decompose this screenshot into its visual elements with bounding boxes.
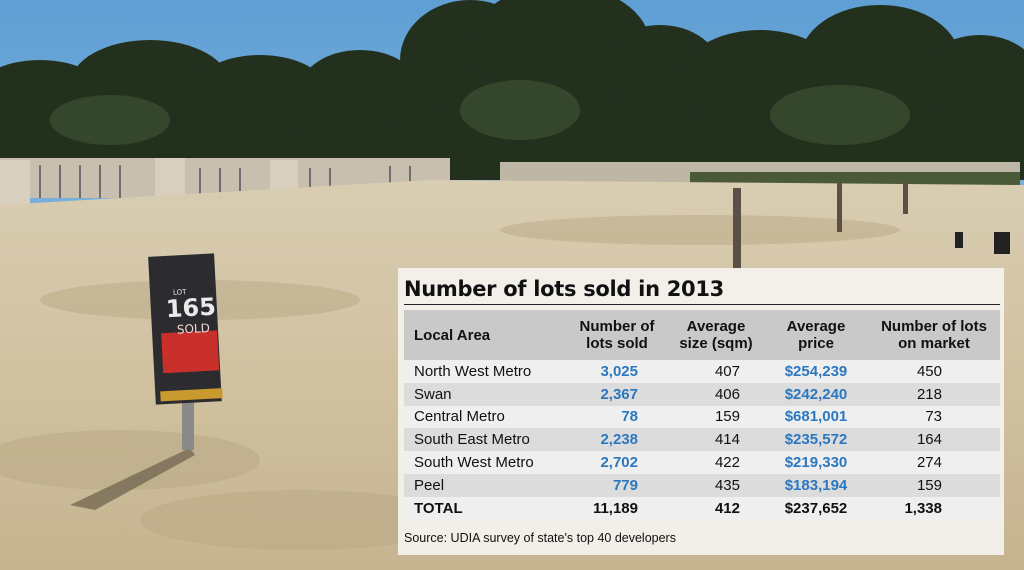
cell-size: 412 <box>714 499 740 517</box>
table-body: North West Metro 3,025 407 $254,239 450 Swan 2… <box>404 360 1000 520</box>
column-header-line: Number of lots <box>881 318 987 335</box>
table-total-row: TOTAL 11,189 412 $237,652 1,338 <box>404 496 1000 520</box>
column-header-line: Number of <box>579 318 655 335</box>
cell-price: $237,652 <box>784 499 848 517</box>
cell-price: $235,572 <box>784 431 848 449</box>
cell-sold: 2,702 <box>600 454 638 472</box>
cell-area: TOTAL <box>414 499 463 517</box>
cell-area: South East Metro <box>414 431 530 449</box>
column-header: Local Area <box>404 310 566 360</box>
cell-size: 159 <box>714 408 740 426</box>
column-header-line: Average <box>686 318 746 335</box>
cell-area: Peel <box>414 476 445 494</box>
cell-market: 159 <box>916 476 942 494</box>
lot-sign-number: 165 <box>165 292 217 324</box>
cell-sold: 2,367 <box>600 385 638 403</box>
column-header-line: Local Area <box>414 326 491 344</box>
cell-area: South West Metro <box>414 454 534 472</box>
cell-sold: 2,238 <box>600 431 638 449</box>
cell-market: 274 <box>916 454 942 472</box>
cell-price: $254,239 <box>784 362 848 380</box>
cell-area: Swan <box>414 385 452 403</box>
cell-market: 450 <box>916 362 942 380</box>
cell-price: $681,001 <box>784 408 848 426</box>
cell-size: 422 <box>714 454 740 472</box>
lot-sign-text: LOT 165 SOLD <box>159 286 221 337</box>
table-row: South East Metro 2,238 414 $235,572 164 <box>404 428 1000 452</box>
column-header-line: price <box>798 335 834 352</box>
cell-price: $242,240 <box>784 385 848 403</box>
cell-area: Central Metro <box>414 408 505 426</box>
cell-price: $183,194 <box>784 476 848 494</box>
cell-market: 73 <box>925 408 942 426</box>
column-header-line: lots sold <box>586 335 648 352</box>
cell-size: 406 <box>714 385 740 403</box>
column-header: Number of lots sold <box>566 310 668 360</box>
table-row: Peel 779 435 $183,194 159 <box>404 473 1000 497</box>
chart-title: Number of lots sold in 2013 <box>404 277 724 301</box>
table-row: Swan 2,367 406 $242,240 218 <box>404 382 1000 406</box>
table-row: South West Metro 2,702 422 $219,330 274 <box>404 451 1000 474</box>
lots-sold-table: Local Area Number of lots sold Average size … <box>404 310 1000 520</box>
column-header-line: Average <box>786 318 846 335</box>
table-header-row: Local Area Number of lots sold Average size … <box>404 310 1000 360</box>
cell-sold: 3,025 <box>600 362 638 380</box>
source-note: Source: UDIA survey of state's top 40 de… <box>404 531 676 545</box>
cell-sold: 11,189 <box>592 499 638 517</box>
cell-sold: 78 <box>621 408 638 426</box>
column-header-line: on market <box>898 335 970 352</box>
cell-size: 414 <box>714 431 740 449</box>
lot-sign-status: SOLD <box>176 320 211 337</box>
cell-size: 435 <box>714 476 740 494</box>
table-row: North West Metro 3,025 407 $254,239 450 <box>404 360 1000 383</box>
cell-size: 407 <box>714 362 740 380</box>
column-header-line: size (sqm) <box>679 335 753 352</box>
table-row: Central Metro 78 159 $681,001 73 <box>404 405 1000 429</box>
cell-area: North West Metro <box>414 362 532 380</box>
data-table-panel: Number of lots sold in 2013 Local Area Nu… <box>398 268 1004 555</box>
column-header: Average price <box>764 310 868 360</box>
title-divider <box>404 304 1000 305</box>
cell-price: $219,330 <box>784 454 848 472</box>
cell-market: 218 <box>916 385 942 403</box>
column-header: Average size (sqm) <box>668 310 764 360</box>
cell-market: 164 <box>916 431 942 449</box>
cell-sold: 779 <box>612 476 638 494</box>
column-header: Number of lots on market <box>868 310 1000 360</box>
cell-market: 1,338 <box>904 499 942 517</box>
